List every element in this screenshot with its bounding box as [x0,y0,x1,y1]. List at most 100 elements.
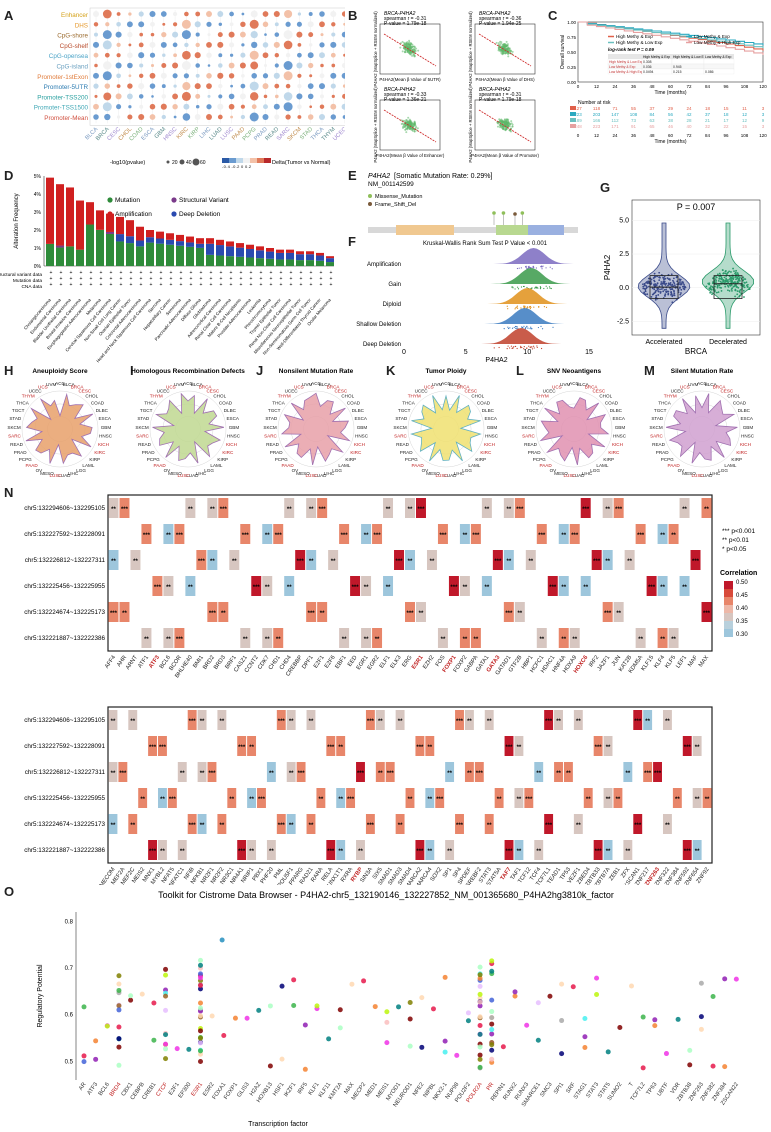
panel-label-g: G [600,180,611,195]
panel-o-point [104,1023,110,1029]
panel-d-data-mark: + [190,282,193,288]
panel-n-cell [375,762,385,782]
panel-n-cell-sig: ** [408,797,413,803]
panel-d-bar-segment [196,238,204,244]
panel-n-cell [141,524,152,544]
panel-a-dot [250,30,258,39]
radar-axis-label: LAML [210,463,222,468]
panel-n-cell-sig: *** [472,533,480,539]
panel-d-bar-segment [66,187,74,247]
panel-n-cell [262,628,273,648]
panel-d-data-mark: + [270,282,273,288]
panel-label-c: C [548,8,558,23]
panel-g-point [728,270,731,273]
radar-ring [663,390,741,468]
radar-axis-label: UCS [552,384,562,389]
panel-n-cell-sig: ** [467,719,472,725]
radar-axis-label: OV [164,468,172,473]
panel-e-domain [496,225,528,235]
panel-d-data-mark: + [90,270,93,276]
panel-o-point [698,980,704,986]
panel-d-bar-segment [216,255,224,266]
panel-d-data-mark: + [300,270,303,276]
panel-d-data-mark: + [270,276,273,282]
panel-c-risk-xtick: 96 [723,133,729,138]
panel-n-cell [138,788,148,808]
panel-g-point [641,283,644,286]
panel-n-cell-sig: ** [386,585,391,591]
panel-n-cell-sig: ** [583,585,588,591]
panel-n-gene-label: DPF1 [301,655,314,671]
panel-b-point [508,129,511,132]
panel-d-bar-segment [96,229,104,266]
panel-n-cell-sig: *** [703,611,711,617]
panel-g-point [683,285,686,288]
panel-g-point [682,287,685,290]
panel-o-point [477,1044,483,1050]
panel-g-point [727,271,729,274]
panel-n-cell [196,550,207,570]
panel-b-point [498,118,501,121]
panel-d-bar-segment [116,234,124,242]
radar-axis-label: OV [422,468,430,473]
panel-n-cell [445,762,455,782]
panel-g-point [723,276,726,279]
panel-a-dot [207,64,211,67]
panel-g-point [727,285,730,288]
panel-b-point [404,128,407,131]
panel-n-cell-sig: *** [238,849,246,855]
panel-c-risk-value: 223 [593,124,601,129]
panel-f-jitter [532,265,534,267]
panel-n-cell [395,710,405,730]
panel-n-cell [108,498,119,518]
panel-a-dot [181,91,191,101]
panel-d-ytick: 3% [34,210,42,216]
panel-b-xlabel: P4HA2(Mean β Value of Enhancer) [376,153,445,158]
panel-n-cell-sig: *** [476,771,484,777]
radar-axis-label: TGCT [526,408,539,413]
panel-o-point [477,972,483,978]
panel-o-point [267,1063,273,1069]
panel-d-bar-segment [56,247,64,266]
panel-n-cell [187,814,197,834]
radar-axis-label: ESCA [612,416,625,421]
panel-n-cell [326,736,336,756]
panel-a-dot [228,103,235,110]
panel-c-table-head-cell [672,54,704,59]
panel-f-jitter [534,286,537,288]
panel-o-point [489,1027,495,1033]
panel-g-point [653,272,656,275]
panel-f-jitter [537,326,540,329]
panel-d-data-mark: + [230,282,233,288]
panel-o-point [489,1042,495,1048]
panel-c-risk-value: 9 [762,118,765,123]
panel-o-point [547,993,553,999]
panel-c-ylabel: Overall survival [560,35,566,69]
panel-n-cell [470,628,481,648]
panel-o-point [197,1059,203,1065]
radar-axis-label: MESO [682,471,696,476]
panel-b-point [505,120,508,123]
panel-n-cell-sig: ** [419,611,424,617]
radar-axis-label: UCEC [415,388,429,393]
panel-g-point [734,271,737,274]
panel-g-point [673,291,675,293]
panel-n-cell-sig: *** [176,637,184,643]
panel-n-cell [484,710,494,730]
panel-a-dot [274,22,279,27]
panel-d-bar-segment [236,243,244,248]
panel-c-risk-value: 12 [742,112,748,117]
panel-d-data-mark: + [160,282,163,288]
panel-a-dot [297,12,302,16]
radar-axis-label: LAML [338,463,350,468]
panel-n-cell-sig: ** [660,533,665,539]
panel-n-corr-swatch [724,613,733,621]
panel-g-point [729,277,732,280]
panel-n-cell-sig: ** [338,797,343,803]
panel-g-point [676,280,679,283]
panel-f-category: Shallow Deletion [356,322,401,328]
panel-a-color-legend-cell [250,158,257,163]
panel-d-data-mark: + [180,276,183,282]
panel-n-cell-sig: ** [378,771,383,777]
